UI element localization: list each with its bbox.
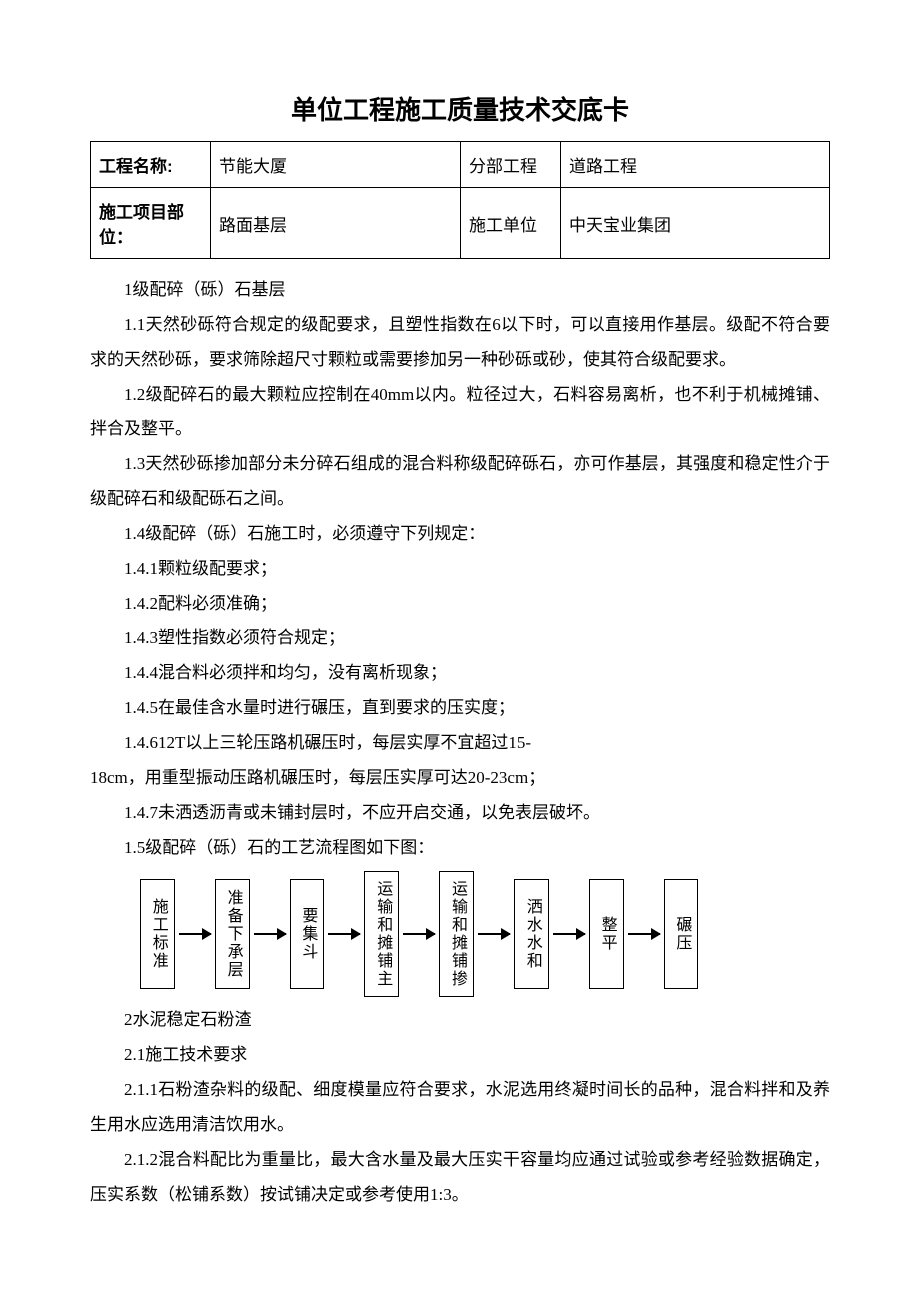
table-row: 工程名称: 节能大厦 分部工程 道路工程 xyxy=(91,142,830,188)
para-1-2: 1.2级配碎石的最大颗粒应控制在40mm以内。粒径过大，石料容易离析，也不利于机… xyxy=(90,378,830,448)
flow-box-2: 准备下承层 xyxy=(215,879,250,989)
para-2-1-2: 2.1.2混合料配比为重量比，最大含水量及最大压实干容量均应通过试验或参考经验数… xyxy=(90,1143,830,1213)
para-1-4: 1.4级配碎（砾）石施工时，必须遵守下列规定： xyxy=(90,517,830,552)
cell-subproject-value: 道路工程 xyxy=(561,142,830,188)
body-text: 1级配碎（砾）石基层 1.1天然砂砾符合规定的级配要求，且塑性指数在6以下时，可… xyxy=(90,273,830,1212)
flow-arrow-icon xyxy=(179,933,211,935)
header-table: 工程名称: 节能大厦 分部工程 道路工程 施工项目部位： 路面基层 施工单位 中… xyxy=(90,141,830,259)
para-2-1: 2.1施工技术要求 xyxy=(90,1038,830,1073)
cell-unit-value: 中天宝业集团 xyxy=(561,188,830,259)
flow-box-8: 碾压 xyxy=(664,879,699,989)
para-1-1: 1.1天然砂砾符合规定的级配要求，且塑性指数在6以下时，可以直接用作基层。级配不… xyxy=(90,308,830,378)
flow-arrow-icon xyxy=(254,933,286,935)
flow-row: 施工标准 准备下承层 要集斗 运输和摊铺主 运输和摊铺掺 洒水水和 整平 碾压 xyxy=(140,871,830,997)
flow-box-1: 施工标准 xyxy=(140,879,175,989)
cell-unit-label: 施工单位 xyxy=(461,188,561,259)
para-1-4-5: 1.4.5在最佳含水量时进行碾压，直到要求的压实度； xyxy=(90,691,830,726)
para-1-3: 1.3天然砂砾掺加部分未分碎石组成的混合料称级配碎砾石，亦可作基层，其强度和稳定… xyxy=(90,447,830,517)
table-row: 施工项目部位： 路面基层 施工单位 中天宝业集团 xyxy=(91,188,830,259)
para-1-4-7: 1.4.7未洒透沥青或未铺封层时，不应开启交通，以免表层破坏。 xyxy=(90,796,830,831)
para-1-4-1: 1.4.1颗粒级配要求； xyxy=(90,552,830,587)
flow-box-3: 要集斗 xyxy=(290,879,325,989)
para-1-4-3: 1.4.3塑性指数必须符合规定； xyxy=(90,621,830,656)
flow-arrow-icon xyxy=(553,933,585,935)
para-1-5: 1.5级配碎（砾）石的工艺流程图如下图： xyxy=(90,831,830,866)
flow-arrow-icon xyxy=(478,933,510,935)
para-1: 1级配碎（砾）石基层 xyxy=(90,273,830,308)
cell-part-value: 路面基层 xyxy=(211,188,461,259)
page-title: 单位工程施工质量技术交底卡 xyxy=(90,90,830,127)
flowchart: 施工标准 准备下承层 要集斗 运输和摊铺主 运输和摊铺掺 洒水水和 整平 碾压 xyxy=(90,865,830,1003)
para-1-4-6b: 18cm，用重型振动压路机碾压时，每层压实厚可达20-23cm； xyxy=(90,761,830,796)
flow-box-5: 运输和摊铺掺 xyxy=(439,871,474,997)
cell-project-name-label: 工程名称: xyxy=(91,142,211,188)
para-1-4-6a: 1.4.612T以上三轮压路机碾压时，每层实厚不宜超过15- xyxy=(90,726,830,761)
flow-box-7: 整平 xyxy=(589,879,624,989)
cell-subproject-label: 分部工程 xyxy=(461,142,561,188)
para-2-1-1: 2.1.1石粉渣杂料的级配、细度模量应符合要求，水泥选用终凝时间长的品种，混合料… xyxy=(90,1073,830,1143)
cell-project-name-value: 节能大厦 xyxy=(211,142,461,188)
flow-arrow-icon xyxy=(628,933,660,935)
para-1-4-2: 1.4.2配料必须准确； xyxy=(90,587,830,622)
flow-box-4: 运输和摊铺主 xyxy=(364,871,399,997)
para-2: 2水泥稳定石粉渣 xyxy=(90,1003,830,1038)
cell-part-label: 施工项目部位： xyxy=(91,188,211,259)
flow-arrow-icon xyxy=(328,933,360,935)
flow-arrow-icon xyxy=(403,933,435,935)
para-1-4-4: 1.4.4混合料必须拌和均匀，没有离析现象； xyxy=(90,656,830,691)
flow-box-6: 洒水水和 xyxy=(514,879,549,989)
